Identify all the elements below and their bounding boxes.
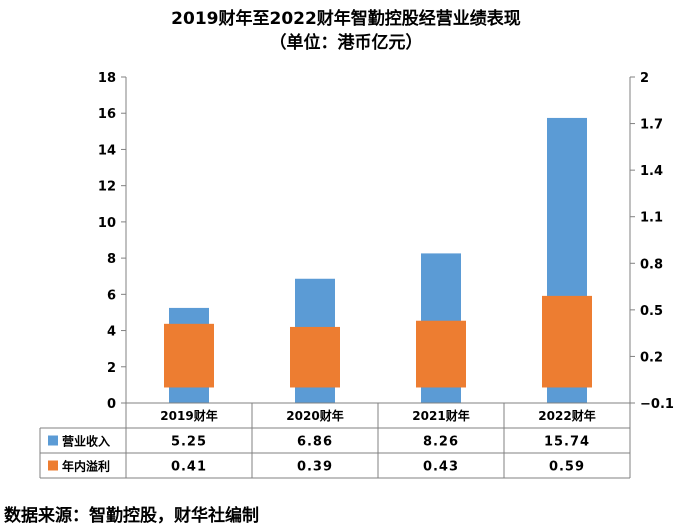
left-tick-label: 16 [98,107,116,122]
right-tick-label: −0.1 [640,397,674,412]
left-tick-label: 12 [98,180,116,195]
right-tick-label: 1.4 [640,164,663,179]
table-cell: 0.59 [549,460,585,475]
bar-profit [290,326,340,388]
table-cell: 15.74 [544,435,590,450]
bar-profit [542,295,592,388]
category-label: 2022财年 [538,408,595,423]
category-label: 2019财年 [160,408,217,423]
left-tick-label: 18 [98,71,116,86]
right-tick-label: 2 [640,71,649,86]
row-label: 年内溢利 [62,459,110,474]
bar-profit [416,320,466,388]
right-tick-label: 0.2 [640,350,663,365]
left-tick-label: 6 [107,288,116,303]
legend-swatch [48,435,58,446]
table-cell: 0.43 [423,460,459,475]
plot-area: 0 2 4 6 8 10 12 14 16 18 −0.1 0.2 0.5 0.8 1.1 1.4 1.7 2 [98,71,674,478]
left-tick-label: 2 [107,361,116,376]
source-note: 数据来源：智勤控股，财华社编制 [4,506,259,526]
legend-swatch [48,460,58,471]
left-tick-label: 0 [107,397,116,412]
left-tick-label: 4 [107,325,116,340]
chart-title: 2019财年至2022财年智勤控股经营业绩表现 [171,8,521,29]
right-tick-label: 1.7 [640,118,663,133]
table-cell: 6.86 [297,435,333,450]
right-tick-label: 1.1 [640,211,663,226]
left-tick-label: 14 [98,143,116,158]
table-cell: 5.25 [171,435,207,450]
chart-subtitle: （单位：港币亿元） [270,32,423,53]
row-label: 营业收入 [62,434,110,449]
left-tick-label: 10 [98,216,116,231]
category-label: 2021财年 [412,408,469,423]
right-tick-label: 0.5 [640,304,663,319]
left-tick-label: 8 [107,252,116,267]
bar-profit [164,323,214,388]
table-cell: 8.26 [423,435,459,450]
table-cell: 0.39 [297,460,333,475]
right-tick-label: 0.8 [640,257,663,272]
category-label: 2020财年 [286,408,343,423]
table-cell: 0.41 [171,460,207,475]
